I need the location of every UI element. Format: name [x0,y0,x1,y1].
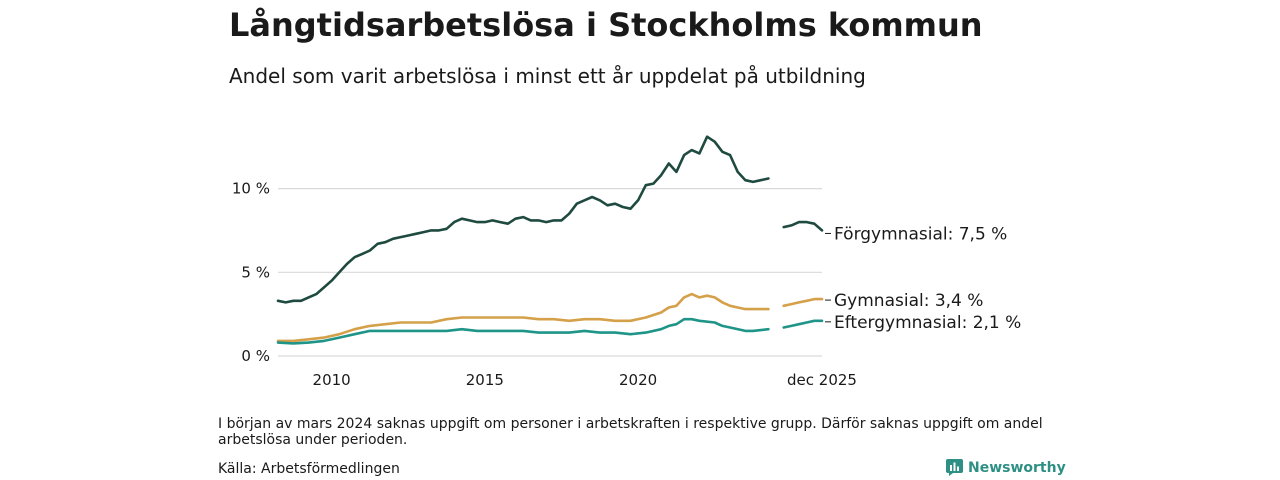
grid-lines [278,187,822,357]
y-tick-label: 10 % [232,180,270,198]
series-line-eftergymnasial [276,317,824,345]
y-axis-ticks: 0 % 5 % 10 % [232,180,270,365]
x-tick-label: 2015 [466,371,504,389]
y-tick-label: 0 % [241,347,270,365]
series-label-eftergymnasial: Eftergymnasial: 2,1 % [834,313,1021,333]
source-text: Källa: Arbetsförmedlingen [218,461,400,477]
series-line-gymnasial [276,292,824,343]
series-line-förgymnasial [276,135,824,304]
y-tick-label: 5 % [241,263,270,281]
footnote: I början av mars 2024 saknas uppgift om … [218,416,1043,448]
x-tick-label: dec 2025 [787,371,857,389]
x-tick-label: 2010 [313,371,351,389]
series-label-gymnasial: Gymnasial: 3,4 % [834,291,983,311]
chart-title: Långtidsarbetslösa i Stockholms kommun [229,6,983,44]
brand-name: Newsworthy [968,459,1066,476]
series-lines [276,135,824,345]
x-axis-ticks: 2010 2015 2020 dec 2025 [313,371,857,389]
x-tick-label: 2020 [619,371,657,389]
chart-subtitle: Andel som varit arbetslösa i minst ett å… [229,64,866,88]
series-label-förgymnasial: Förgymnasial: 7,5 % [834,224,1007,244]
bar-chart-icon [946,459,963,476]
brand-logo[interactable]: Newsworthy [946,459,1066,476]
series-end-labels: Förgymnasial: 7,5 % Gymnasial: 3,4 %Efter… [825,224,1021,333]
